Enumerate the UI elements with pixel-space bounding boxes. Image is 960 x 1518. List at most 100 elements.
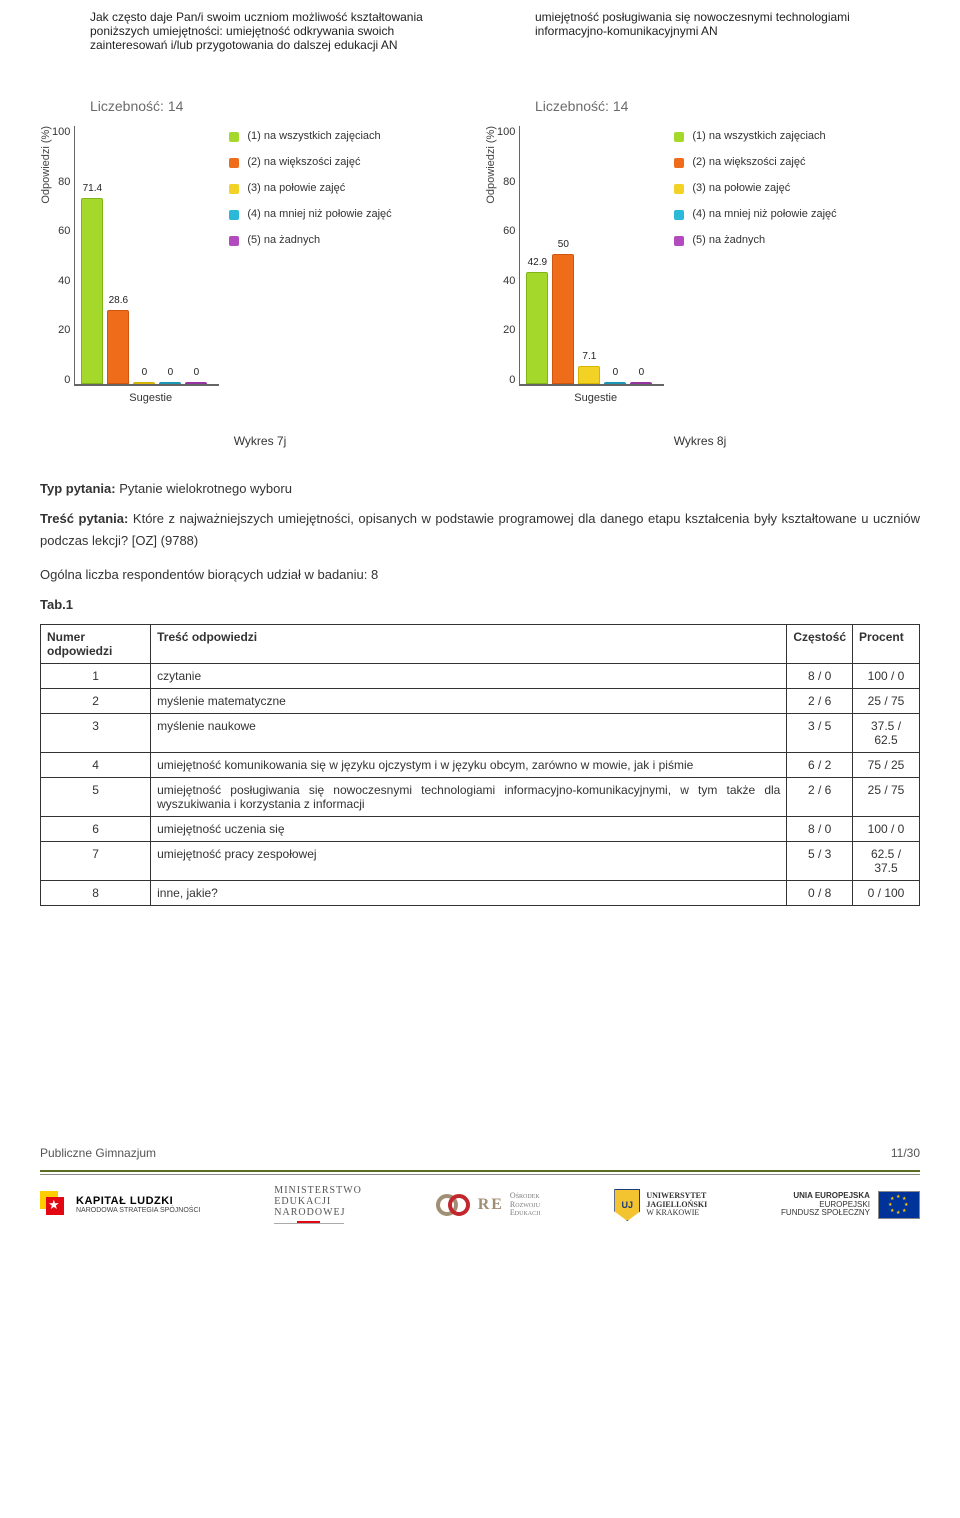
logos-row: ★ KAPITAŁ LUDZKI NARODOWA STRATEGIA SPÓJ…: [40, 1185, 920, 1224]
ytick: 100: [52, 126, 70, 138]
caption-8j: Wykres 8j: [480, 434, 920, 448]
logo-ore: RE Ośrodek Rozwoju Edukacji: [436, 1192, 541, 1218]
cell-text: inne, jakie?: [151, 881, 787, 906]
chart-7j: Jak często daje Pan/i swoim uczniom możl…: [40, 10, 475, 404]
charts-row: Jak często daje Pan/i swoim uczniom możl…: [40, 10, 920, 404]
cell-num: 5: [41, 778, 151, 817]
cell-pct: 0 / 100: [853, 881, 920, 906]
uj-l3: W KRAKOWIE: [646, 1209, 707, 1218]
col-text: Treść odpowiedzi: [151, 625, 787, 664]
chart2-yaxis: 100806040200: [497, 126, 519, 386]
cell-text: umiejętność pracy zespołowej: [151, 842, 787, 881]
cell-pct: 62.5 / 37.5: [853, 842, 920, 881]
chart1-ylabel-wrap: Odpowiedzi (%): [40, 126, 52, 204]
bar: [159, 382, 181, 384]
answers-table: Numer odpowiedzi Treść odpowiedzi Często…: [40, 624, 920, 906]
ore-circles-icon: [436, 1192, 472, 1218]
chart1-plot: 71.428.6000: [74, 126, 219, 386]
chart1-yaxis: 100 80 60 40 20 0: [52, 126, 74, 386]
legend-item: (1) na wszystkich zajęciach: [674, 130, 920, 142]
legend-swatch: [674, 132, 684, 142]
footer-left: Publiczne Gimnazjum: [40, 1146, 156, 1160]
cell-freq: 2 / 6: [787, 689, 853, 714]
legend-label: (2) na większości zajęć: [247, 156, 360, 168]
legend-item: (1) na wszystkich zajęciach: [229, 130, 475, 142]
col-freq: Częstość: [787, 625, 853, 664]
ore-title: RE: [478, 1196, 504, 1213]
cell-text: umiejętność posługiwania się nowoczesnym…: [151, 778, 787, 817]
cell-freq: 3 / 5: [787, 714, 853, 753]
ytick: 80: [58, 176, 70, 188]
chart2-plot: 42.9507.100: [519, 126, 664, 386]
cell-num: 8: [41, 881, 151, 906]
logo-kapital-ludzki: ★ KAPITAŁ LUDZKI NARODOWA STRATEGIA SPÓJ…: [40, 1191, 200, 1219]
respondents-line: Ogólna liczba respondentów biorących udz…: [40, 564, 920, 586]
question-content-value: Które z najważniejszych umiejętności, op…: [40, 511, 920, 548]
question-content-line: Treść pytania: Które z najważniejszych u…: [40, 508, 920, 552]
footer-rule-2: [40, 1174, 920, 1175]
cell-pct: 25 / 75: [853, 778, 920, 817]
bar-label: 50: [548, 239, 578, 250]
ytick: 0: [64, 374, 70, 386]
table-row: 8inne, jakie?0 / 80 / 100: [41, 881, 920, 906]
cell-pct: 37.5 / 62.5: [853, 714, 920, 753]
cell-num: 6: [41, 817, 151, 842]
cell-num: 1: [41, 664, 151, 689]
chart2-ylabel-wrap: Odpowiedzi (%): [485, 126, 497, 204]
kl-icon: ★: [40, 1191, 68, 1219]
bar-label: 0: [626, 367, 656, 378]
chart1-count: Liczebność: 14: [40, 98, 475, 114]
legend-swatch: [229, 158, 239, 168]
caption-7j: Wykres 7j: [40, 434, 480, 448]
cell-text: umiejętność komunikowania się w języku o…: [151, 753, 787, 778]
legend-label: (3) na połowie zajęć: [247, 182, 345, 194]
chart1-title: Jak często daje Pan/i swoim uczniom możl…: [40, 10, 475, 90]
logo-eu: UNIA EUROPEJSKA EUROPEJSKI FUNDUSZ SPOŁE…: [781, 1191, 920, 1219]
men-l2: EDUKACJI: [274, 1196, 362, 1207]
bar: [604, 382, 626, 384]
legend-label: (5) na żadnych: [692, 234, 765, 246]
ytick: 20: [58, 324, 70, 336]
legend-item: (2) na większości zajęć: [674, 156, 920, 168]
table-row: 4umiejętność komunikowania się w języku …: [41, 753, 920, 778]
bar: [526, 272, 548, 384]
legend-label: (2) na większości zajęć: [692, 156, 805, 168]
ytick: 40: [58, 275, 70, 287]
legend-label: (1) na wszystkich zajęciach: [692, 130, 825, 142]
men-l3: NARODOWEJ: [274, 1207, 362, 1218]
chart1-xlabel: Sugestie: [52, 392, 219, 404]
legend-item: (3) na połowie zajęć: [229, 182, 475, 194]
ytick: 40: [503, 275, 515, 287]
kl-sub: NARODOWA STRATEGIA SPÓJNOŚCI: [76, 1207, 200, 1214]
cell-freq: 2 / 6: [787, 778, 853, 817]
cell-text: myślenie matematyczne: [151, 689, 787, 714]
legend-item: (5) na żadnych: [674, 234, 920, 246]
men-l1: MINISTERSTWO: [274, 1185, 362, 1196]
col-pct: Procent: [853, 625, 920, 664]
table-row: 2myślenie matematyczne2 / 625 / 75: [41, 689, 920, 714]
table-row: 3myślenie naukowe3 / 537.5 / 62.5: [41, 714, 920, 753]
bar: [578, 366, 600, 384]
ytick: 60: [58, 225, 70, 237]
chart2-ylabel: Odpowiedzi (%): [485, 126, 497, 204]
table-label: Tab.1: [40, 594, 920, 616]
legend-item: (3) na połowie zajęć: [674, 182, 920, 194]
footer-page: 11/30: [891, 1146, 920, 1160]
bar: [81, 198, 103, 384]
cell-freq: 0 / 8: [787, 881, 853, 906]
cell-pct: 75 / 25: [853, 753, 920, 778]
cell-freq: 8 / 0: [787, 817, 853, 842]
footer-rule-1: [40, 1170, 920, 1172]
table-row: 7umiejętność pracy zespołowej5 / 362.5 /…: [41, 842, 920, 881]
question-type-line: Typ pytania: Pytanie wielokrotnego wybor…: [40, 478, 920, 500]
cell-num: 2: [41, 689, 151, 714]
bar: [133, 382, 155, 384]
chart-8j: umiejętność posługiwania się nowoczesnym…: [485, 10, 920, 404]
legend-item: (2) na większości zajęć: [229, 156, 475, 168]
men-bar-icon: [274, 1221, 344, 1224]
legend-label: (1) na wszystkich zajęciach: [247, 130, 380, 142]
bar-label: 0: [181, 367, 211, 378]
ytick: 100: [497, 126, 515, 138]
cell-text: myślenie naukowe: [151, 714, 787, 753]
cell-freq: 5 / 3: [787, 842, 853, 881]
